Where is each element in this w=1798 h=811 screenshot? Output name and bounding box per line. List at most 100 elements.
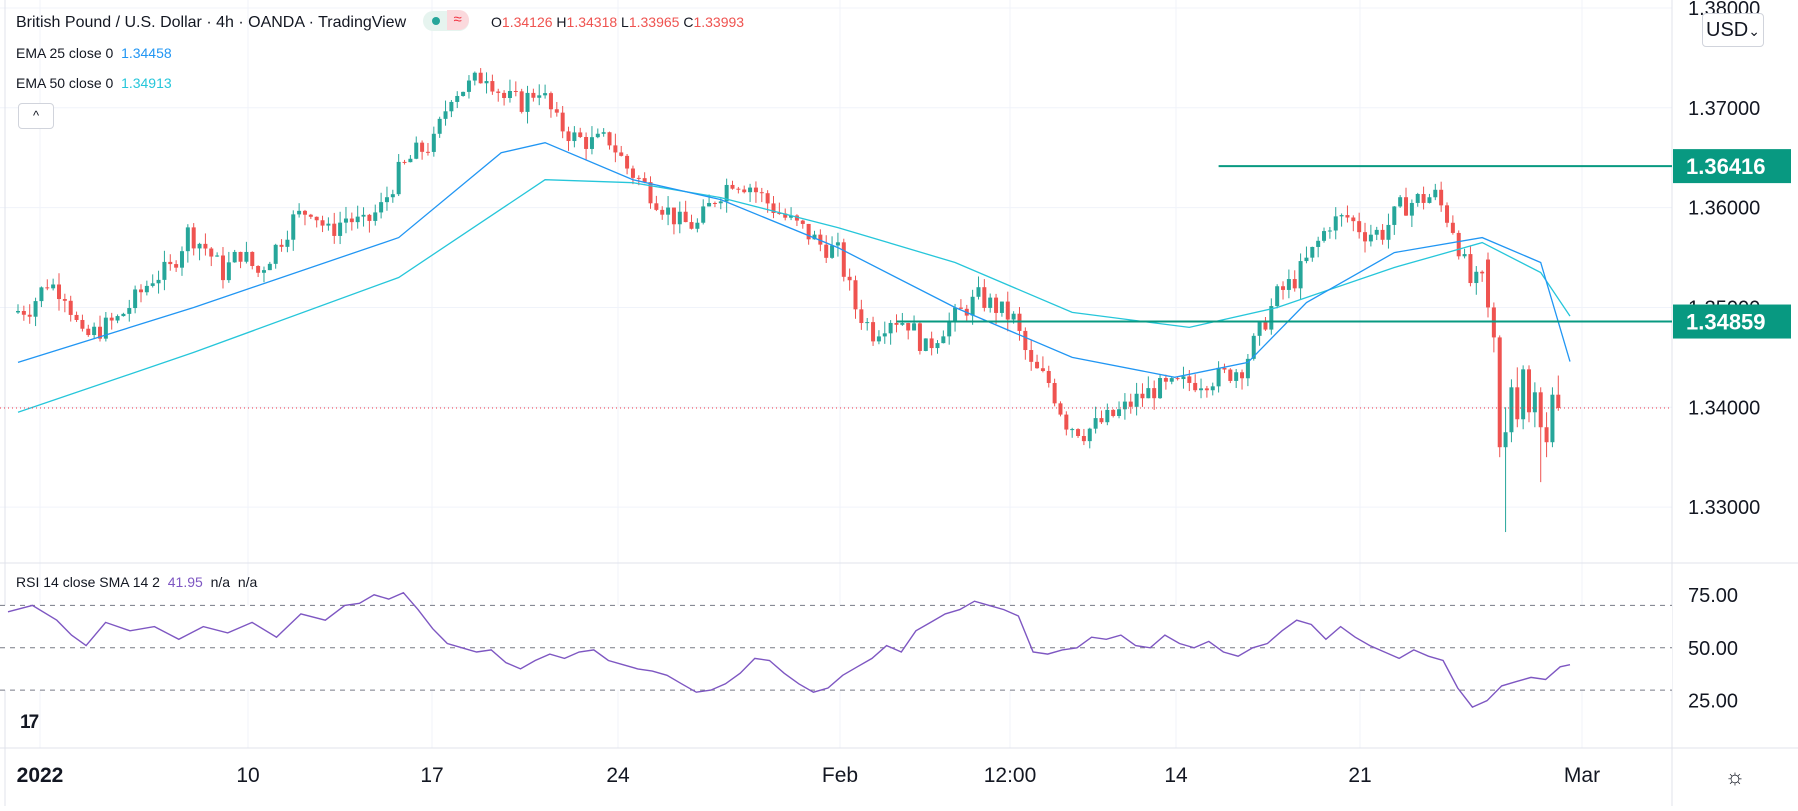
support-price-badge bbox=[1673, 304, 1791, 339]
candle-down bbox=[250, 251, 255, 266]
legend-separator: · bbox=[238, 14, 244, 32]
candle-up bbox=[133, 289, 138, 309]
candle-down bbox=[630, 168, 635, 178]
candle-up bbox=[1392, 206, 1397, 225]
candle-down bbox=[1099, 418, 1104, 423]
candle-down bbox=[1204, 388, 1209, 391]
candle-down bbox=[1486, 259, 1491, 308]
candle-down bbox=[1345, 215, 1350, 218]
candle-up bbox=[601, 132, 606, 134]
candle-down bbox=[1292, 279, 1297, 289]
candle-up bbox=[543, 93, 548, 96]
candle-down bbox=[256, 265, 261, 273]
candle-up bbox=[572, 132, 577, 142]
candle-down bbox=[771, 203, 776, 214]
candle-down bbox=[636, 177, 641, 179]
candle-up bbox=[1433, 189, 1438, 198]
candle-up bbox=[999, 301, 1004, 313]
candle-up bbox=[127, 308, 132, 314]
candle-up bbox=[156, 279, 161, 284]
candle-down bbox=[566, 131, 571, 142]
market-status-pill[interactable]: ≈ bbox=[422, 10, 469, 31]
time-tick-label: Feb bbox=[822, 764, 858, 787]
candle-down bbox=[1357, 221, 1362, 233]
price-tick-label: 1.33000 bbox=[1688, 497, 1760, 519]
candle-up bbox=[244, 251, 249, 262]
candle-up bbox=[1374, 229, 1379, 235]
settings-gear-icon[interactable]: ☼ bbox=[1724, 764, 1746, 789]
ema50-legend[interactable]: EMA 50 close 0 1.34913 bbox=[16, 75, 172, 91]
rsi-tick-label: 75.00 bbox=[1688, 585, 1738, 607]
candle-up bbox=[947, 321, 952, 337]
candle-down bbox=[1064, 414, 1069, 430]
candle-down bbox=[619, 152, 624, 156]
candle-down bbox=[74, 314, 79, 320]
resistance-price-badge bbox=[1673, 149, 1791, 184]
candle-up bbox=[1286, 279, 1291, 290]
candle-up bbox=[162, 261, 167, 280]
candle-up bbox=[1368, 234, 1373, 242]
candle-down bbox=[1111, 409, 1116, 416]
candle-up bbox=[115, 316, 120, 321]
candle-down bbox=[1480, 271, 1485, 274]
candle-up bbox=[1275, 286, 1280, 307]
candle-up bbox=[970, 296, 975, 316]
candle-down bbox=[1421, 194, 1426, 203]
candle-up bbox=[1011, 313, 1016, 320]
candle-down bbox=[1163, 378, 1168, 382]
candle-up bbox=[179, 251, 184, 268]
candle-up bbox=[51, 284, 56, 289]
rsi-legend[interactable]: RSI 14 close SMA 14 2 41.95 n/a n/a bbox=[16, 574, 257, 590]
candle-up bbox=[379, 202, 384, 213]
candle-down bbox=[1240, 372, 1245, 379]
candle-down bbox=[917, 323, 922, 351]
symbol-name[interactable]: British Pound / U.S. Dollar bbox=[16, 14, 202, 32]
candle-up bbox=[718, 201, 723, 204]
candle-down bbox=[174, 264, 179, 268]
candle-up bbox=[912, 323, 917, 331]
candle-down bbox=[80, 319, 85, 329]
candle-up bbox=[1169, 378, 1174, 382]
candle-up bbox=[677, 211, 682, 225]
candle-up bbox=[941, 336, 946, 344]
candle-down bbox=[1515, 387, 1520, 420]
candle-up bbox=[1427, 197, 1432, 203]
candle-down bbox=[824, 244, 829, 258]
candle-down bbox=[1351, 217, 1356, 222]
time-tick-label: 14 bbox=[1164, 764, 1188, 787]
candle-up bbox=[414, 142, 419, 159]
candle-down bbox=[613, 145, 618, 153]
candle-down bbox=[753, 187, 758, 193]
candle-up bbox=[888, 322, 893, 334]
candle-down bbox=[1544, 427, 1549, 443]
candle-down bbox=[1128, 401, 1133, 407]
interval-label: 4h bbox=[216, 14, 234, 32]
tradingview-logo-icon[interactable]: 17 bbox=[20, 712, 39, 733]
candle-up bbox=[1122, 401, 1127, 410]
candle-up bbox=[449, 101, 454, 112]
candle-up bbox=[525, 92, 530, 112]
candle-down bbox=[654, 203, 659, 210]
candle-up bbox=[443, 111, 448, 119]
candle-up bbox=[1333, 216, 1338, 231]
candle-up bbox=[1134, 393, 1139, 407]
candle-up bbox=[882, 333, 887, 337]
candle-down bbox=[1439, 189, 1444, 206]
candle-up bbox=[976, 287, 981, 297]
candle-up bbox=[865, 322, 870, 324]
candle-down bbox=[554, 109, 559, 113]
collapse-legend-button[interactable]: ^ bbox=[18, 103, 54, 129]
candle-up bbox=[1503, 432, 1508, 448]
candle-up bbox=[1316, 240, 1321, 247]
candle-down bbox=[97, 326, 102, 339]
candle-up bbox=[1415, 194, 1420, 203]
currency-selector[interactable]: USD⌄ bbox=[1702, 13, 1764, 47]
candle-down bbox=[806, 223, 811, 240]
candle-down bbox=[800, 220, 805, 224]
level-price-label: 1.34859 bbox=[1686, 310, 1766, 335]
symbol-legend: British Pound / U.S. Dollar · 4h · OANDA… bbox=[16, 10, 744, 33]
ema25-legend[interactable]: EMA 25 close 0 1.34458 bbox=[16, 45, 172, 61]
candle-up bbox=[1251, 335, 1256, 359]
